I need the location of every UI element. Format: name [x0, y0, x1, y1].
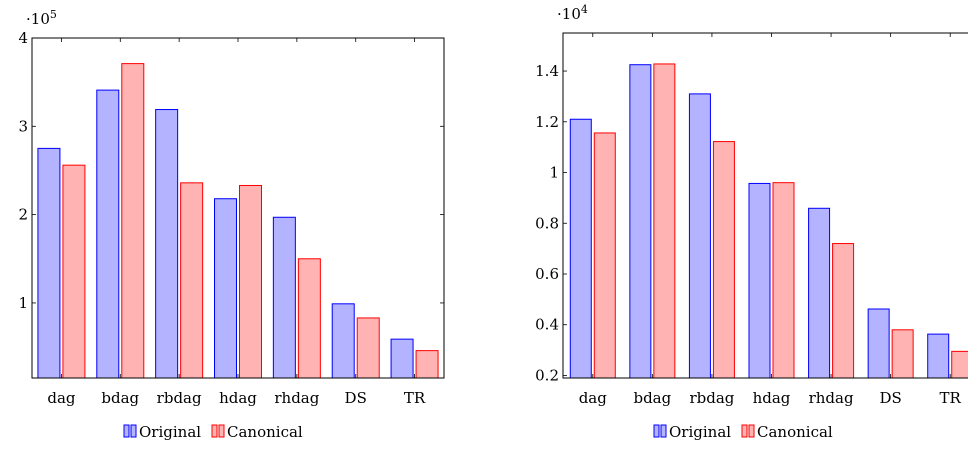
bar-original-hdag [748, 182, 771, 379]
legend-swatch-original [123, 424, 130, 438]
y-tick-label: 3 [18, 117, 28, 135]
bar-original-ds [867, 308, 890, 379]
bar-canonical-ds [891, 329, 914, 379]
y-scale-exponent: 4 [581, 3, 588, 16]
y-scale-dot: · [26, 10, 31, 28]
bar-original-dag [37, 147, 61, 379]
legend-swatch-original [653, 424, 660, 438]
x-tick-label: TR [404, 389, 426, 407]
plot-frame [31, 37, 445, 379]
y-tick-label: 0.6 [535, 265, 559, 283]
x-tick-label: dag [47, 389, 76, 407]
bar-canonical-rhdag [832, 243, 855, 379]
bar-original-bdag [96, 89, 120, 379]
bar-original-bdag [629, 64, 652, 379]
y-tick-label: 0.4 [535, 316, 559, 334]
legend-swatch-original [130, 424, 137, 438]
y-scale-factor: ·104 [557, 3, 588, 23]
y-scale-base: 10 [31, 10, 50, 28]
x-tick-label: rhdag [274, 389, 319, 407]
bar-canonical-tr [951, 350, 968, 379]
bar-canonical-bdag [653, 63, 676, 379]
x-tick-label: hdag [219, 389, 257, 407]
x-tick-label: DS [879, 389, 901, 407]
bar-original-hdag [214, 198, 237, 379]
x-tick-label: rbdag [157, 389, 202, 407]
y-scale-base: 10 [562, 5, 581, 23]
y-tick-label: 1.4 [535, 62, 559, 80]
bar-original-tr [927, 333, 950, 379]
y-scale-exponent: 5 [50, 8, 57, 21]
bar-canonical-hdag [772, 182, 795, 379]
chart-2: dag bdag rbdag hdag rhdag DS TR 0.2 0.4 0.6 0.8 1 1.… [535, 3, 968, 441]
y-scale-factor: ·105 [26, 8, 57, 28]
plot-frame [562, 32, 968, 379]
bar-canonical-tr [415, 350, 439, 379]
y-tick-label: 0.8 [535, 214, 559, 232]
bar-canonical-dag [593, 132, 616, 379]
bar-canonical-rbdag [180, 182, 204, 379]
bar-canonical-hdag [239, 184, 262, 379]
bar-canonical-dag [62, 164, 86, 379]
legend-swatch-canonical [211, 424, 218, 438]
y-tick-label: 1 [549, 164, 559, 182]
x-tick-label: rbdag [689, 389, 734, 407]
bar-canonical-rbdag [712, 141, 735, 379]
bar-canonical-bdag [121, 63, 145, 379]
bar-canonical-rhdag [297, 258, 321, 379]
bar-original-rbdag [688, 93, 711, 379]
legend-label-original: Original [139, 423, 201, 441]
bar-original-rhdag [272, 216, 296, 379]
bar-canonical-ds [356, 317, 380, 379]
legend-label-original: Original [669, 423, 731, 441]
chart-1: dag bdag rbdag hdag rhdag DS TR 1 2 3 4·105 Origina… [18, 8, 445, 441]
legend: Original Canonical [123, 423, 303, 441]
bar-original-tr [390, 338, 414, 379]
x-tick-label: hdag [753, 389, 791, 407]
x-tick-label: bdag [633, 389, 671, 407]
x-tick-label: dag [579, 389, 608, 407]
x-tick-label: rhdag [809, 389, 854, 407]
x-tick-label: DS [345, 389, 367, 407]
legend-swatch-original [660, 424, 667, 438]
legend-swatch-canonical [218, 424, 225, 438]
bar-original-ds [331, 303, 355, 379]
legend-label-canonical: Canonical [227, 423, 303, 441]
y-tick-label: 2 [18, 206, 28, 224]
x-tick-label: TR [940, 389, 962, 407]
legend: Original Canonical [653, 423, 833, 441]
bar-original-rbdag [155, 109, 179, 379]
y-scale-dot: · [557, 5, 562, 23]
bar-original-rhdag [808, 207, 831, 379]
bar-original-dag [569, 118, 592, 379]
y-tick-label: 0.2 [535, 366, 559, 384]
y-tick-label: 1.2 [535, 113, 559, 131]
legend-swatch-canonical [741, 424, 748, 438]
y-tick-label: 4 [18, 29, 28, 47]
legend-swatch-canonical [748, 424, 755, 438]
y-tick-label: 1 [18, 294, 28, 312]
x-tick-label: bdag [101, 389, 139, 407]
legend-label-canonical: Canonical [757, 423, 833, 441]
